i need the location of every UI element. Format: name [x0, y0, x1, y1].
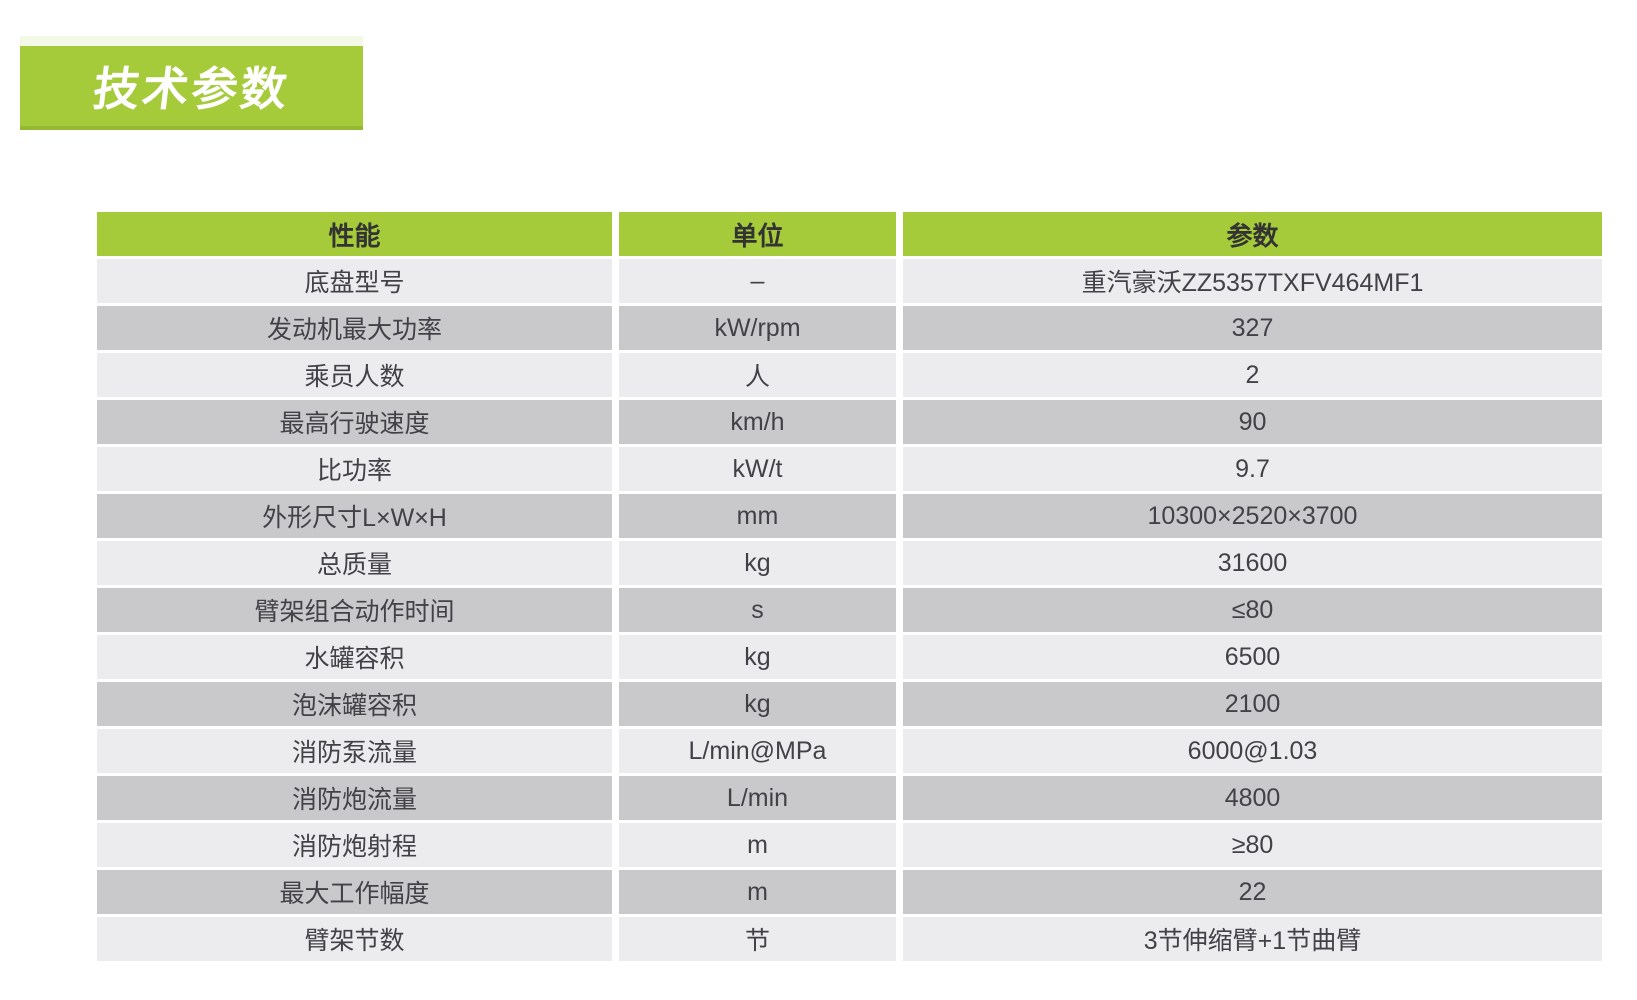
spec-unit: km/h	[619, 400, 896, 444]
spec-unit: 人	[619, 353, 896, 397]
spec-name: 臂架节数	[97, 917, 612, 961]
section-title: 技术参数	[89, 63, 293, 115]
spec-name: 乘员人数	[97, 353, 612, 397]
spec-name: 最高行驶速度	[97, 400, 612, 444]
spec-name: 总质量	[97, 541, 612, 585]
spec-unit: –	[619, 259, 896, 303]
spec-value: 9.7	[903, 447, 1602, 491]
spec-name: 水罐容积	[97, 635, 612, 679]
spec-name: 底盘型号	[97, 259, 612, 303]
spec-value: 2100	[903, 682, 1602, 726]
spec-value: ≥80	[903, 823, 1602, 867]
spec-name: 消防泵流量	[97, 729, 612, 773]
spec-value: 10300×2520×3700	[903, 494, 1602, 538]
spec-unit: m	[619, 870, 896, 914]
spec-name: 消防炮流量	[97, 776, 612, 820]
spec-value: 327	[903, 306, 1602, 350]
spec-value: 22	[903, 870, 1602, 914]
spec-name: 比功率	[97, 447, 612, 491]
spec-value: 31600	[903, 541, 1602, 585]
spec-name: 消防炮射程	[97, 823, 612, 867]
spec-value: 6000@1.03	[903, 729, 1602, 773]
spec-name: 最大工作幅度	[97, 870, 612, 914]
section-title-box: 技术参数	[20, 46, 363, 130]
spec-unit: kW/rpm	[619, 306, 896, 350]
spec-unit: L/min@MPa	[619, 729, 896, 773]
column-header-parameter: 参数	[903, 212, 1602, 256]
spec-value: ≤80	[903, 588, 1602, 632]
spec-value: 3节伸缩臂+1节曲臂	[903, 917, 1602, 961]
spec-unit: kW/t	[619, 447, 896, 491]
spec-unit: kg	[619, 635, 896, 679]
column-header-unit: 单位	[619, 212, 896, 256]
spec-unit: 节	[619, 917, 896, 961]
spec-unit: kg	[619, 682, 896, 726]
spec-unit: kg	[619, 541, 896, 585]
spec-value: 6500	[903, 635, 1602, 679]
spec-name: 泡沫罐容积	[97, 682, 612, 726]
column-header-performance: 性能	[97, 212, 612, 256]
spec-name: 臂架组合动作时间	[97, 588, 612, 632]
spec-table: 性能 单位 参数 底盘型号 – 重汽豪沃ZZ5357TXFV464MF1 发动机…	[97, 212, 1602, 961]
spec-unit: mm	[619, 494, 896, 538]
spec-unit: m	[619, 823, 896, 867]
spec-value: 重汽豪沃ZZ5357TXFV464MF1	[903, 259, 1602, 303]
title-accent-strip	[20, 36, 363, 46]
spec-value: 90	[903, 400, 1602, 444]
spec-value: 2	[903, 353, 1602, 397]
spec-name: 外形尺寸L×W×H	[97, 494, 612, 538]
spec-value: 4800	[903, 776, 1602, 820]
spec-unit: L/min	[619, 776, 896, 820]
spec-name: 发动机最大功率	[97, 306, 612, 350]
spec-unit: s	[619, 588, 896, 632]
